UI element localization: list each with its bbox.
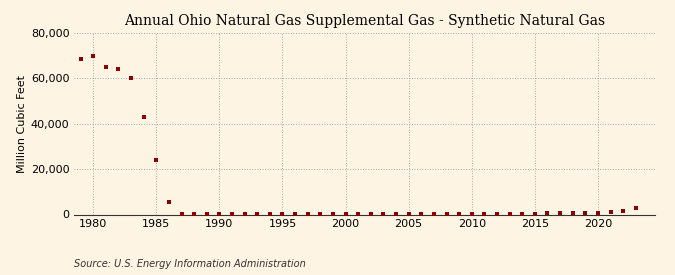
Y-axis label: Million Cubic Feet: Million Cubic Feet [17, 75, 26, 173]
Point [580, 211, 591, 215]
Point [542, 211, 553, 216]
Point [163, 200, 174, 204]
Point [416, 212, 427, 217]
Point [176, 212, 187, 216]
Point [101, 65, 111, 69]
Point [88, 53, 99, 58]
Point [593, 210, 603, 215]
Point [391, 212, 402, 217]
Point [365, 212, 376, 216]
Point [315, 212, 326, 217]
Point [567, 211, 578, 215]
Point [429, 212, 439, 217]
Point [555, 211, 566, 216]
Point [201, 212, 212, 217]
Point [151, 158, 162, 162]
Point [252, 212, 263, 217]
Point [630, 205, 641, 210]
Point [491, 212, 502, 217]
Point [113, 67, 124, 72]
Point [340, 212, 351, 216]
Point [327, 212, 338, 217]
Point [265, 212, 275, 216]
Point [239, 212, 250, 216]
Point [454, 212, 464, 217]
Point [529, 211, 540, 216]
Point [504, 212, 515, 216]
Point [378, 212, 389, 217]
Point [441, 212, 452, 217]
Point [227, 212, 238, 217]
Point [517, 212, 528, 216]
Point [479, 212, 490, 217]
Point [126, 76, 136, 81]
Point [302, 212, 313, 217]
Point [605, 210, 616, 214]
Point [353, 212, 364, 217]
Title: Annual Ohio Natural Gas Supplemental Gas - Synthetic Natural Gas: Annual Ohio Natural Gas Supplemental Gas… [124, 14, 605, 28]
Point [618, 209, 628, 213]
Point [75, 57, 86, 61]
Text: Source: U.S. Energy Information Administration: Source: U.S. Energy Information Administ… [74, 259, 306, 269]
Point [138, 115, 149, 119]
Point [214, 212, 225, 216]
Point [290, 212, 300, 216]
Point [189, 212, 200, 217]
Point [277, 212, 288, 216]
Point [466, 212, 477, 217]
Point [403, 212, 414, 217]
